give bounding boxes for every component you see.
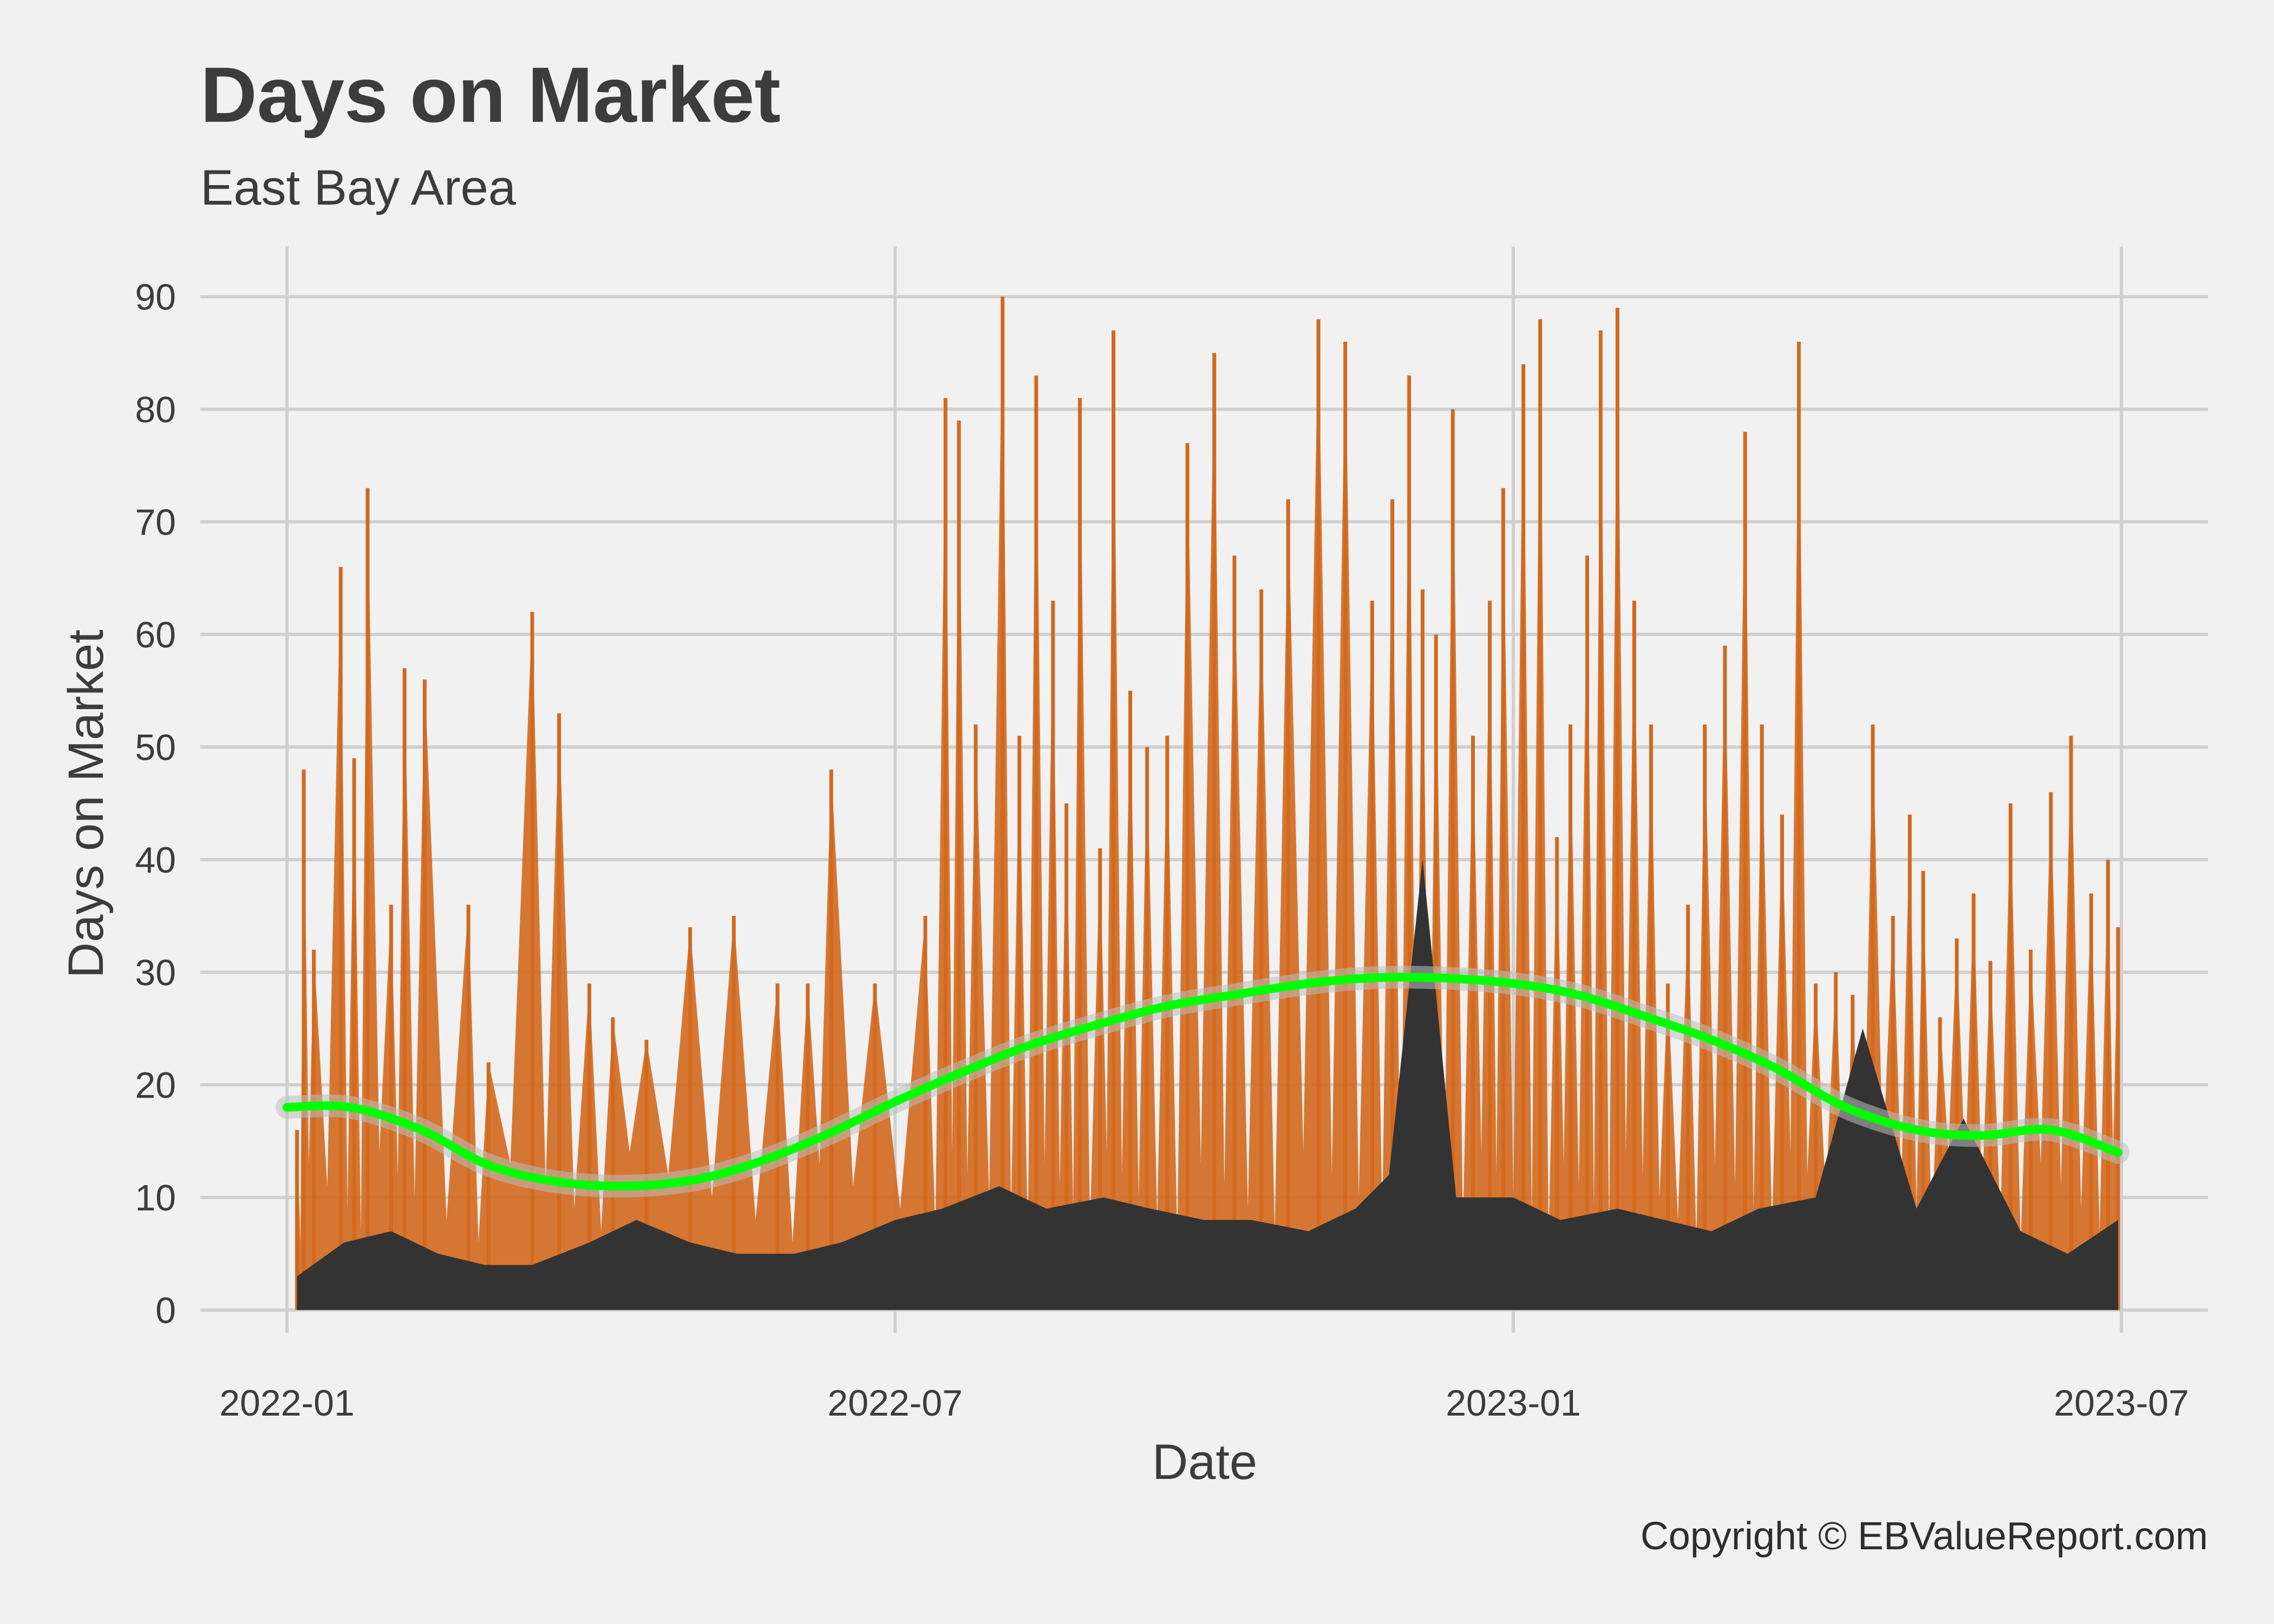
y-axis-ticks: 0 10 20 30 40 50 60 70 80 90 <box>135 277 176 1331</box>
chart-title: Days on Market <box>200 51 781 139</box>
y-tick-label: 10 <box>135 1177 176 1219</box>
y-tick-label: 50 <box>135 727 176 768</box>
x-tick-label: 2022-07 <box>827 1383 963 1424</box>
y-axis-label: Days on Market <box>58 630 114 978</box>
x-axis-label: Date <box>1152 1435 1257 1490</box>
min-series <box>297 860 2119 1310</box>
x-tick-label: 2023-07 <box>2054 1383 2189 1424</box>
max-series-area <box>297 297 2119 1310</box>
series-layer <box>276 297 2129 1310</box>
chart-subtitle: East Bay Area <box>200 160 517 215</box>
y-tick-label: 70 <box>135 502 176 543</box>
copyright-caption: Copyright © EBValueReport.com <box>1641 1515 2208 1558</box>
x-tick-label: 2023-01 <box>1446 1383 1581 1424</box>
y-tick-label: 80 <box>135 389 176 430</box>
y-tick-label: 60 <box>135 614 176 656</box>
trend-series <box>276 966 2129 1198</box>
x-tick-label: 2022-01 <box>219 1383 355 1424</box>
y-tick-label: 0 <box>155 1290 176 1331</box>
y-tick-label: 90 <box>135 277 176 318</box>
y-tick-label: 30 <box>135 952 176 993</box>
x-axis-ticks: 2022-01 2022-07 2023-01 2023-07 <box>219 1383 2189 1424</box>
min-series-area <box>297 860 2119 1310</box>
y-tick-label: 20 <box>135 1065 176 1106</box>
trend-line <box>283 973 2122 1191</box>
y-tick-label: 40 <box>135 840 176 881</box>
